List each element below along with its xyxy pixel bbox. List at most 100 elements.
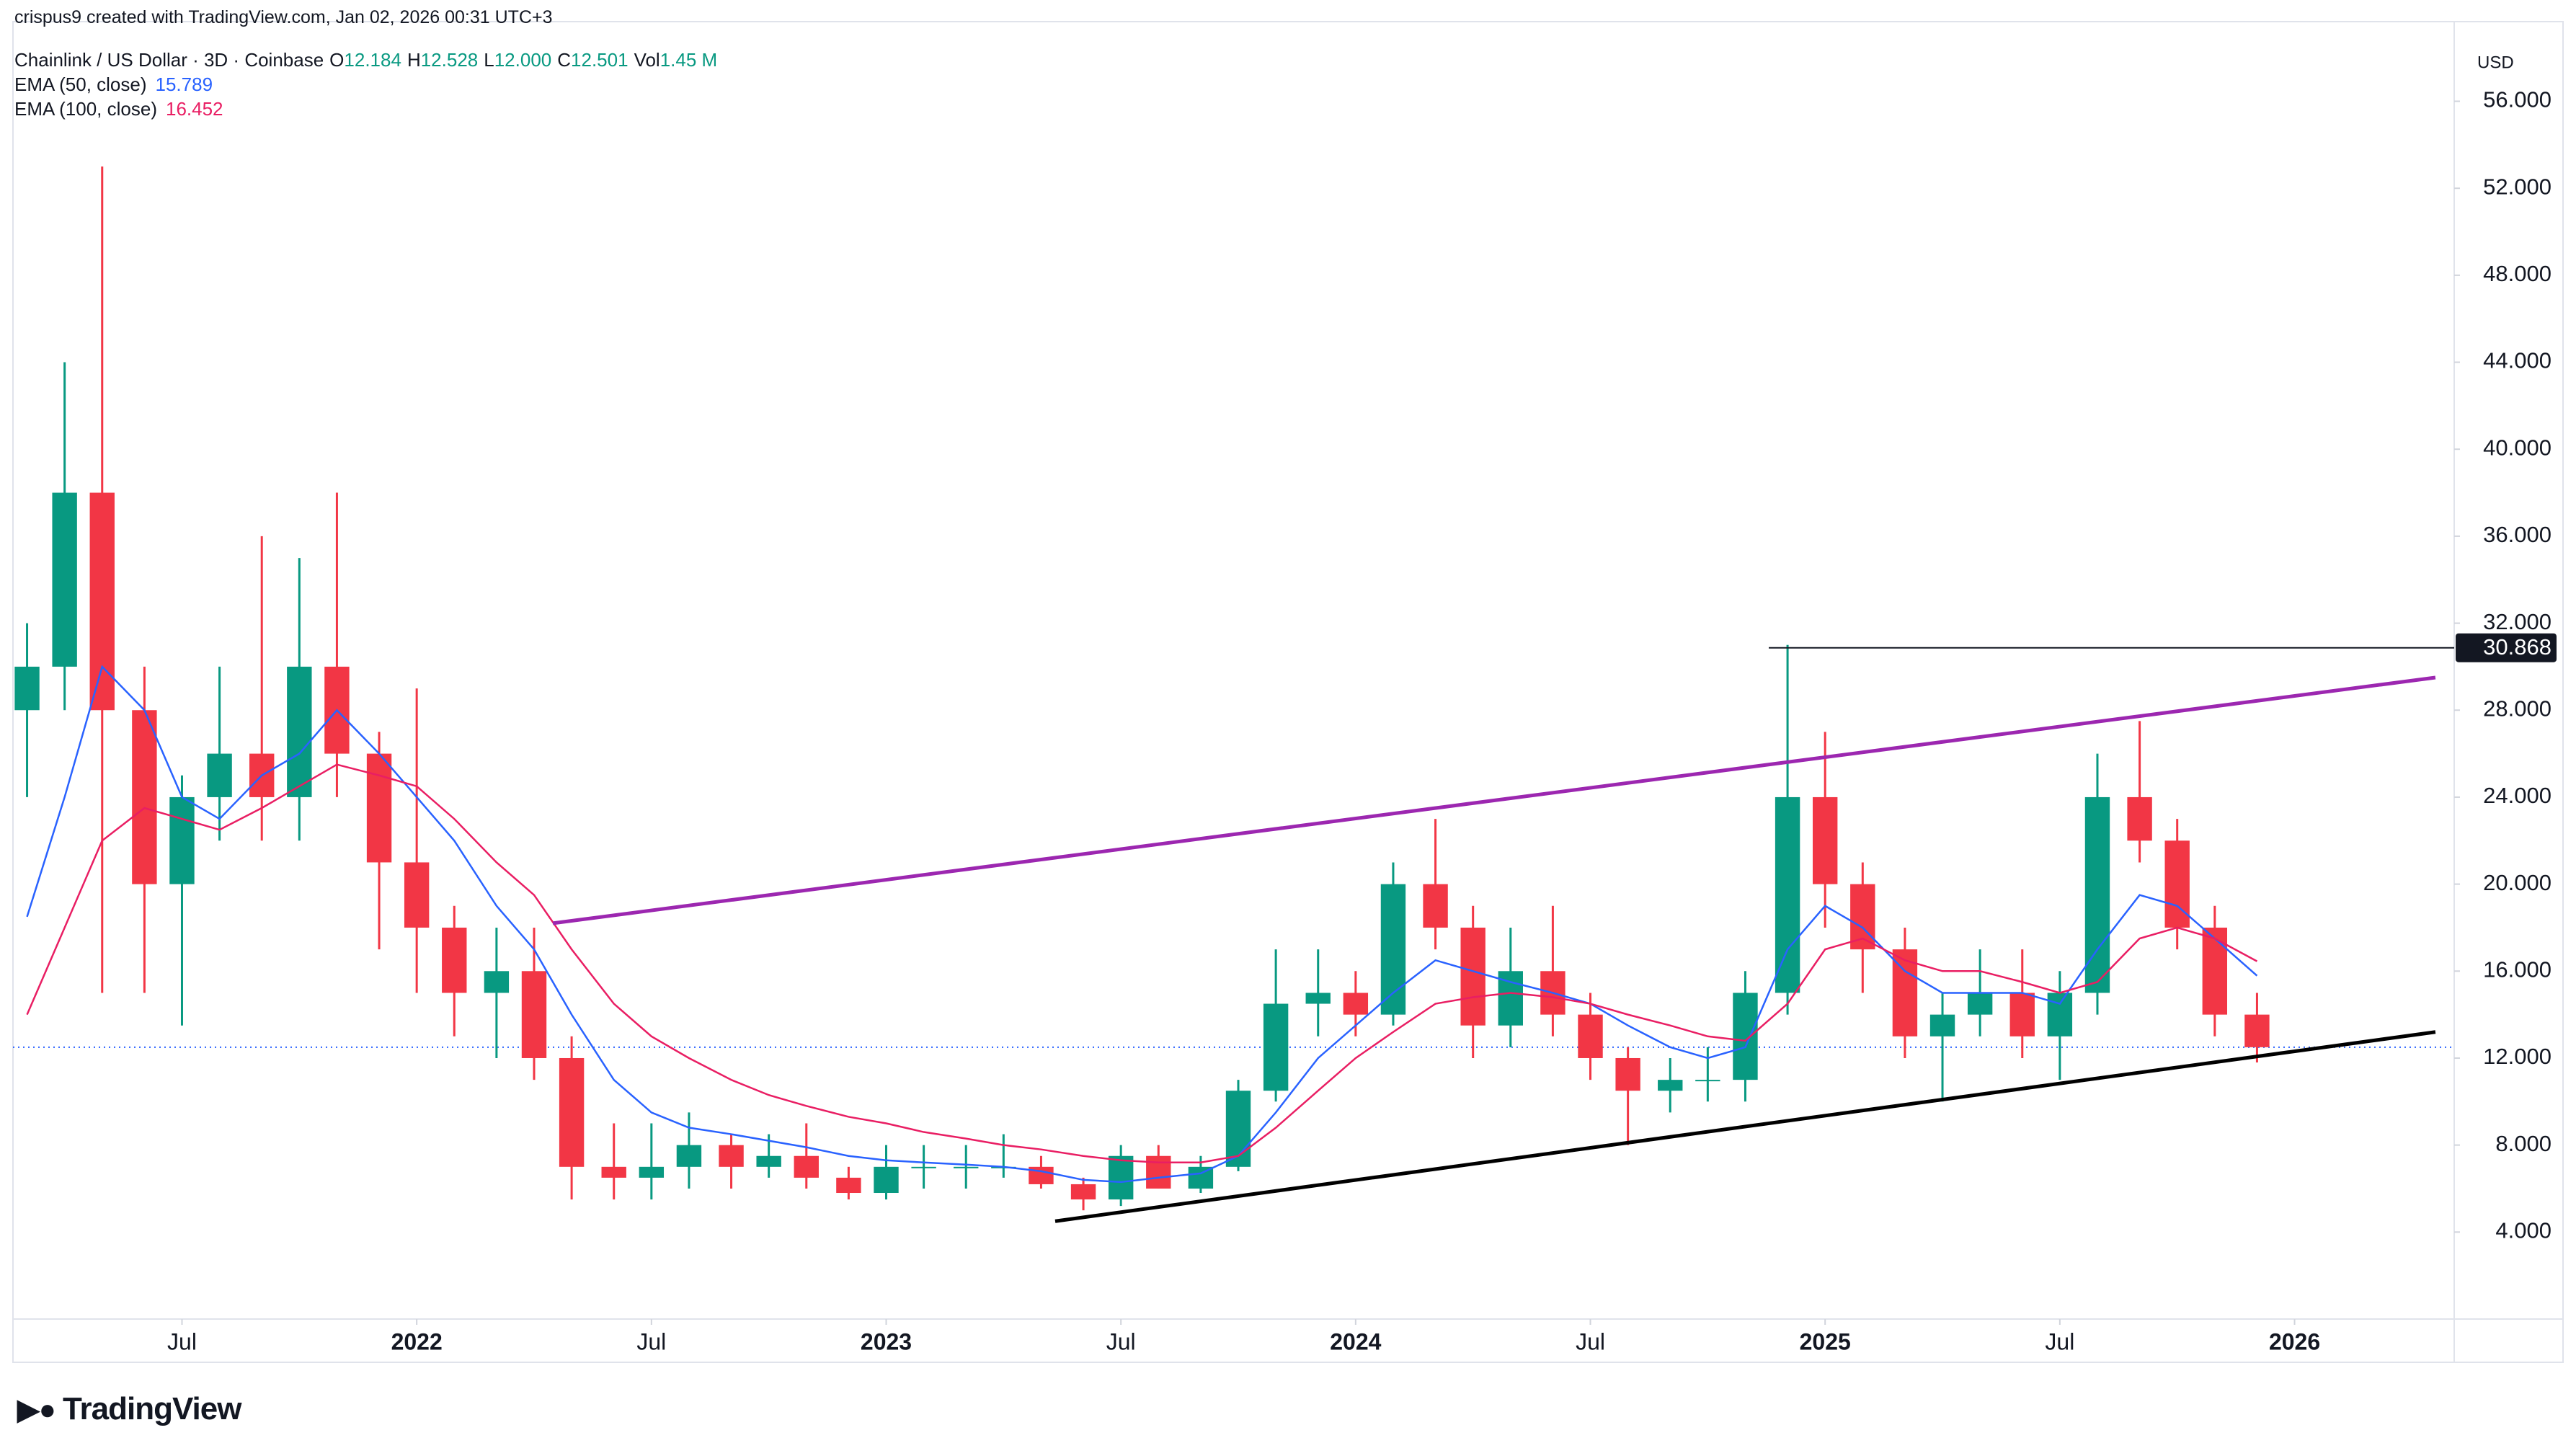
x-tick-label: 2024 bbox=[1330, 1328, 1381, 1354]
candle-body bbox=[1146, 1155, 1171, 1189]
candle-body bbox=[2244, 1014, 2270, 1047]
candle-body bbox=[1578, 1014, 1603, 1058]
y-tick-label: 32.000 bbox=[2483, 609, 2551, 634]
legend-value: 12.184 bbox=[344, 49, 401, 71]
x-tick-label: Jul bbox=[1576, 1328, 1605, 1354]
trendline bbox=[1054, 1030, 2436, 1223]
candle-body bbox=[89, 492, 115, 711]
candle-body bbox=[874, 1166, 899, 1194]
candle-body bbox=[836, 1177, 861, 1194]
plot-frame bbox=[12, 21, 2564, 1363]
candle-body bbox=[287, 666, 312, 797]
axis-unit: USD bbox=[2477, 53, 2514, 72]
legend-key: O bbox=[329, 49, 345, 71]
legend-ohlc: Chainlink / US Dollar · 3D · Coinbase O1… bbox=[14, 49, 717, 71]
y-tick-label: 40.000 bbox=[2483, 435, 2551, 460]
legend-value: 15.789 bbox=[155, 74, 213, 95]
candle-body bbox=[1695, 1080, 1720, 1082]
candle-body bbox=[484, 971, 510, 993]
candle-body bbox=[601, 1166, 626, 1178]
x-tick-label: 2025 bbox=[1800, 1328, 1851, 1354]
legend-value: 1.45 M bbox=[659, 49, 718, 71]
x-tick-label: 2023 bbox=[861, 1328, 912, 1354]
y-tick-label: 28.000 bbox=[2483, 696, 2551, 721]
candle-body bbox=[1615, 1057, 1640, 1091]
candle-body bbox=[2047, 993, 2073, 1036]
candle-body bbox=[1305, 993, 1331, 1004]
price-label: 30.868 bbox=[2483, 634, 2551, 660]
candle-body bbox=[1658, 1080, 1683, 1091]
logo-text: TradingView bbox=[63, 1391, 241, 1426]
candle-body bbox=[404, 862, 430, 928]
y-tick-label: 56.000 bbox=[2483, 87, 2551, 112]
candle-body bbox=[1460, 927, 1485, 1026]
candle-body bbox=[954, 1166, 979, 1168]
price-label-box bbox=[2456, 633, 2557, 662]
legend-name: EMA (100, close) bbox=[14, 98, 157, 120]
candle-body bbox=[1733, 993, 1758, 1080]
candle-body bbox=[2009, 993, 2035, 1036]
candle-body bbox=[169, 796, 195, 884]
candle-body bbox=[1813, 796, 1838, 884]
candle-body bbox=[1850, 884, 1875, 950]
candle-body bbox=[1775, 796, 1800, 993]
legend-value: 12.528 bbox=[420, 49, 479, 71]
candle-body bbox=[756, 1155, 781, 1167]
candle-body bbox=[676, 1145, 702, 1167]
legend-value: 12.501 bbox=[571, 49, 629, 71]
ema-line bbox=[26, 763, 2258, 1164]
y-tick-label: 4.000 bbox=[2495, 1218, 2551, 1243]
candle-body bbox=[366, 753, 392, 863]
candle-body bbox=[132, 710, 157, 884]
x-tick-label: Jul bbox=[1106, 1328, 1136, 1354]
candle-body bbox=[1070, 1184, 1096, 1200]
legend-key: Vol bbox=[634, 49, 660, 71]
legend-ema50: EMA (50, close) 15.789 bbox=[14, 74, 213, 96]
y-tick-label: 48.000 bbox=[2483, 261, 2551, 286]
x-tick-label: 2026 bbox=[2269, 1328, 2320, 1354]
y-tick-label: 52.000 bbox=[2483, 174, 2551, 199]
y-tick-label: 20.000 bbox=[2483, 870, 2551, 895]
legend-ema100: EMA (100, close) 16.452 bbox=[14, 98, 223, 120]
candle-body bbox=[1343, 993, 1369, 1015]
logo: ▶● TradingView bbox=[17, 1391, 241, 1426]
legend-key: L bbox=[484, 49, 494, 71]
legend-key: H bbox=[407, 49, 421, 71]
candle-body bbox=[52, 492, 77, 667]
candle-body bbox=[1967, 993, 1993, 1015]
legend-value: 16.452 bbox=[165, 98, 223, 120]
legend-name: EMA (50, close) bbox=[14, 74, 147, 95]
candle-body bbox=[521, 971, 547, 1058]
candle-body bbox=[559, 1057, 585, 1167]
credit: crispus9 created with TradingView.com, J… bbox=[14, 7, 553, 27]
candle-body bbox=[1380, 884, 1406, 1015]
x-tick-label: Jul bbox=[167, 1328, 197, 1354]
candle-body bbox=[207, 753, 232, 797]
candle-body bbox=[911, 1166, 936, 1168]
candle-body bbox=[1263, 1003, 1289, 1091]
legend-value: 12.000 bbox=[494, 49, 552, 71]
x-tick-label: Jul bbox=[2045, 1328, 2074, 1354]
y-tick-label: 36.000 bbox=[2483, 522, 2551, 547]
legend-title: Chainlink / US Dollar · 3D · Coinbase bbox=[14, 49, 324, 71]
x-tick-label: 2022 bbox=[391, 1328, 443, 1354]
candle-body bbox=[639, 1166, 665, 1178]
candle-body bbox=[1225, 1091, 1251, 1167]
y-tick-label: 12.000 bbox=[2483, 1044, 2551, 1069]
y-tick-label: 44.000 bbox=[2483, 348, 2551, 373]
y-tick-label: 8.000 bbox=[2495, 1131, 2551, 1156]
candle-body bbox=[14, 666, 40, 711]
trendline bbox=[552, 675, 2436, 925]
x-tick-label: Jul bbox=[636, 1328, 666, 1354]
y-tick-label: 16.000 bbox=[2483, 956, 2551, 982]
candle-body bbox=[794, 1155, 819, 1178]
y-tick-label: 24.000 bbox=[2483, 783, 2551, 808]
legend-key: C bbox=[557, 49, 572, 71]
candle-body bbox=[1423, 884, 1448, 928]
candle-body bbox=[1929, 1014, 1955, 1036]
candle-body bbox=[2202, 927, 2228, 1015]
candle-body bbox=[719, 1145, 744, 1167]
candle-body bbox=[2127, 796, 2152, 841]
